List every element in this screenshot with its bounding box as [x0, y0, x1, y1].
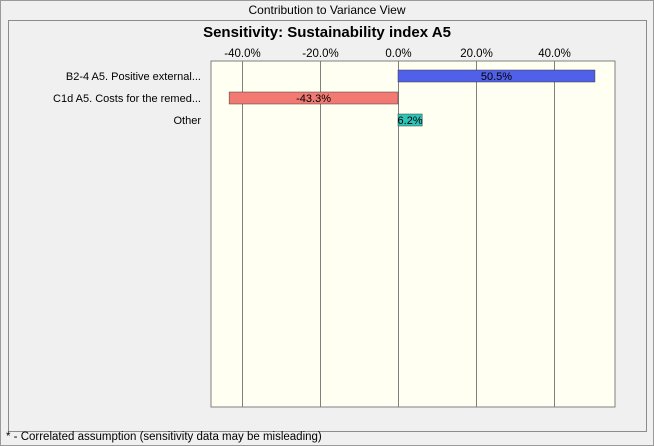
bar-value-label: 6.2%	[398, 115, 423, 127]
bar	[397, 113, 423, 127]
x-tick-label: -20.0%	[302, 48, 338, 60]
bar	[397, 69, 596, 83]
bars	[228, 69, 596, 127]
category-labels: B2-4 A5. Positive external... C1d A5. Cos…	[53, 71, 201, 127]
category-label: C1d A5. Costs for the remed...	[53, 93, 201, 105]
category-label: Other	[173, 115, 201, 127]
chart-frame: Sensitivity: Sustainability index A5 -40…	[8, 20, 647, 432]
value-labels: 50.5% -43.3% 6.2%	[296, 71, 512, 127]
sensitivity-chart: Sensitivity: Sustainability index A5 -40…	[53, 24, 616, 408]
x-tick-label: 0.0%	[385, 48, 411, 60]
x-tick-label: 40.0%	[538, 48, 571, 60]
x-tick-label: 20.0%	[460, 48, 493, 60]
bar	[228, 91, 399, 105]
x-axis-ticks: -40.0% -20.0% 0.0% 20.0% 40.0%	[224, 48, 571, 60]
chart-title: Sensitivity: Sustainability index A5	[203, 24, 451, 41]
bar-value-label: -43.3%	[296, 93, 331, 105]
category-label: B2-4 A5. Positive external...	[66, 71, 201, 83]
window-title: Contribution to Variance View	[248, 3, 406, 17]
correlation-footnote: * - Correlated assumption (sensitivity d…	[6, 431, 322, 443]
bar-value-label: 50.5%	[481, 71, 512, 83]
x-tick-label: -40.0%	[224, 48, 260, 60]
